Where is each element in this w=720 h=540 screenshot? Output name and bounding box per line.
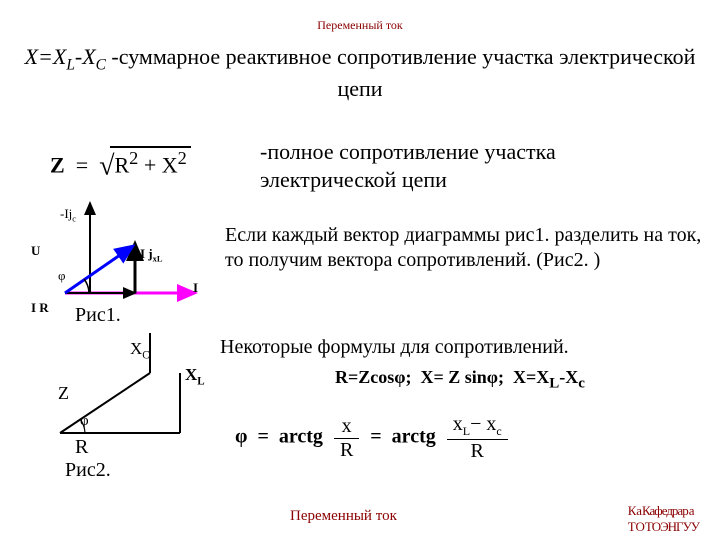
fig2-label-xc: XC — [130, 339, 150, 361]
some-formulas-block: Некоторые формулы для сопротивлений. R=Z… — [220, 336, 700, 393]
fig1-label-mIjXc: -Ijс — [60, 206, 76, 224]
divide-by-current-text: Если каждый вектор диаграммы рис1. разде… — [225, 223, 705, 273]
fig1-label-U: U — [31, 243, 40, 259]
footer-department: КаКафедрараТОТОЭНГУУ — [628, 503, 700, 534]
figure-1-caption: Рис1. — [75, 304, 121, 327]
page-small-title: Переменный ток — [0, 18, 720, 33]
fig1-label-phi: φ — [58, 268, 66, 284]
z-formula: Z = √R2 + X2 — [50, 146, 191, 182]
some-formulas-line: R=Zcosφ; X= Z sinφ; X=XL-Xc — [220, 367, 700, 393]
fig1-label-IR: I R — [31, 300, 49, 316]
page-root: Переменный ток X=XL-XC -суммарное реакти… — [0, 18, 720, 540]
full-resistance-text: -полное сопротивление участка электричес… — [260, 138, 690, 193]
fig1-label-I: I — [193, 280, 198, 296]
fig1-label-IjXL: I jxL — [140, 246, 163, 264]
phi-formula: φ = arctg x R = arctg xL− xc R — [235, 413, 514, 463]
fig2-label-z: Z — [58, 383, 69, 404]
phi-frac-1: x R — [334, 415, 359, 462]
figure-2: XC XL Z φ — [30, 333, 220, 453]
some-formulas-title: Некоторые формулы для сопротивлений. — [220, 336, 569, 358]
fig2-label-phi: φ — [80, 413, 89, 430]
footer-ac-text: Переменный ток — [290, 508, 397, 525]
phi-frac-2: xL− xc R — [447, 413, 508, 463]
headline: X=XL-XC -суммарное реактивное сопротивле… — [0, 43, 720, 102]
fig2-label-xl: XL — [185, 365, 205, 387]
figure-2-caption: RРис2. — [65, 436, 111, 482]
